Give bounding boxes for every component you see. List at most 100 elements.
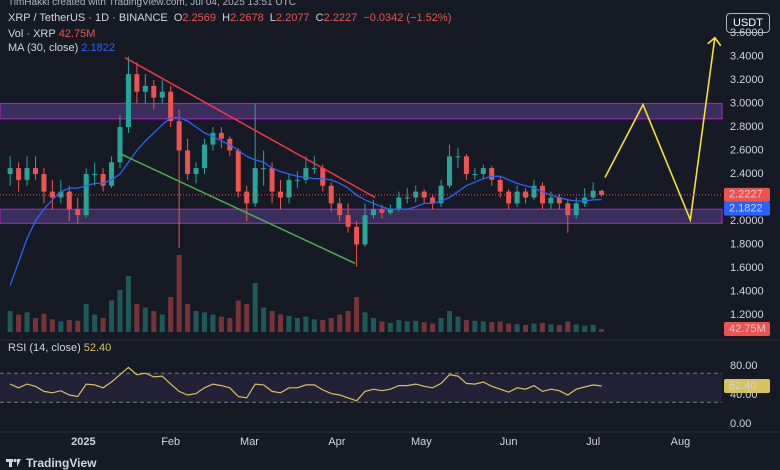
ma-price-box: [724, 201, 770, 216]
rsi-legend: RSI (14, close) 52.40: [8, 342, 114, 354]
volume-bar: [379, 321, 385, 332]
volume-bar: [362, 312, 368, 332]
candle-body: [142, 85, 148, 92]
candle-body: [32, 168, 38, 174]
rsi-price-box: [724, 379, 770, 394]
candle-body: [472, 173, 478, 175]
volume-bar: [320, 320, 326, 332]
volume-bar: [430, 323, 436, 332]
volume-bar: [278, 314, 284, 332]
volume-bar: [556, 325, 562, 332]
candle-body: [75, 209, 81, 216]
volume-bar: [294, 318, 300, 332]
volume-legend: Vol · XRP 42.75M: [8, 28, 98, 40]
volume-bar: [7, 311, 13, 332]
y-tick-label: 1.6000: [730, 262, 764, 274]
trendline: [124, 57, 376, 199]
candle-body: [269, 168, 275, 192]
candle-body: [480, 168, 486, 174]
ohlc-key: L: [269, 12, 276, 24]
trendline: [117, 152, 356, 264]
volume-name: Vol · XRP: [8, 28, 56, 40]
volume-bar: [75, 320, 81, 332]
candle-body: [151, 85, 157, 98]
volume-bar: [244, 304, 250, 332]
candle-body: [514, 191, 520, 204]
candle-body: [168, 91, 174, 122]
candle-body: [590, 190, 596, 198]
symbol: XRP / TetherUS · 1D · BINANCE: [8, 12, 168, 24]
volume-bar: [109, 300, 115, 332]
volume-bar: [176, 255, 182, 332]
volume-bar: [159, 314, 165, 332]
candle-body: [497, 179, 503, 192]
candle-body: [176, 121, 182, 151]
volume-bar: [168, 297, 174, 332]
volume-bar: [539, 322, 545, 332]
y-tick-label: 3.4000: [730, 50, 764, 62]
volume-bar: [92, 314, 98, 332]
volume-bar: [117, 290, 123, 332]
candle-body: [100, 173, 106, 186]
symbol-legend: XRP / TetherUS · 1D · BINANCE O2.2569 H2…: [8, 12, 454, 24]
x-tick-label: Apr: [328, 436, 345, 448]
candle-body: [41, 173, 47, 192]
candle-body: [117, 127, 123, 163]
ohlc-key: O: [173, 12, 183, 24]
candle-body: [159, 91, 165, 98]
candle-body: [489, 168, 495, 180]
candle-body: [294, 179, 300, 181]
volume-value: 42.75M: [58, 28, 96, 40]
zone: [0, 102, 723, 120]
ohlc-value: 2.2678: [230, 12, 264, 24]
volume-bar: [261, 307, 267, 332]
candle-body: [303, 168, 309, 180]
y-tick-label: 2.8000: [730, 121, 764, 133]
volume-bar: [83, 304, 89, 332]
candle-body: [506, 191, 512, 204]
x-tick-label: Jul: [586, 436, 600, 448]
volume-price-box: [724, 322, 770, 337]
currency-button[interactable]: USDT: [726, 13, 770, 33]
candle-body: [379, 209, 385, 213]
volume-bar: [16, 314, 22, 332]
volume-bar: [311, 319, 317, 332]
rsi-price-label: 52.40: [729, 380, 757, 392]
watermark: TimHakki created with TradingView.com, J…: [8, 0, 296, 8]
volume-bar: [218, 316, 224, 332]
ma-line: [9, 116, 602, 286]
zone: [0, 208, 723, 224]
y-tick-label: 2.0000: [730, 215, 764, 227]
ohlc-value: 2.2227: [323, 12, 358, 24]
y-tick-label: 1.2000: [730, 309, 764, 321]
volume-bar: [41, 313, 47, 332]
candle-body: [345, 215, 351, 227]
volume-bar: [201, 312, 207, 332]
rsi-tick-label: 0.00: [730, 418, 751, 430]
volume-bar: [303, 316, 309, 332]
candle-body: [134, 74, 140, 92]
ma-name: MA (30, close): [8, 42, 79, 54]
candle-body: [125, 74, 131, 128]
rsi-line: [9, 366, 602, 402]
candle-body: [92, 173, 98, 175]
candle-body: [463, 156, 469, 174]
candle-body: [83, 173, 89, 216]
volume-bar: [125, 276, 131, 332]
candle-body: [210, 132, 216, 145]
ma-legend: MA (30, close) 2.1822: [8, 42, 118, 54]
projection-line: [604, 37, 716, 223]
brand-logo: [6, 458, 21, 467]
volume-bar: [66, 320, 72, 332]
ma-value: 2.1822: [81, 42, 115, 54]
candle-body: [387, 209, 393, 213]
ohlc-value: 2.2569: [182, 12, 217, 24]
volume-bar: [497, 321, 503, 332]
y-tick-label: 1.4000: [730, 285, 764, 297]
ma-price-label: 2.1822: [729, 202, 763, 214]
candle-body: [396, 197, 402, 210]
ohlc-key: C: [315, 12, 324, 24]
y-tick-label: 3.2000: [730, 74, 764, 86]
